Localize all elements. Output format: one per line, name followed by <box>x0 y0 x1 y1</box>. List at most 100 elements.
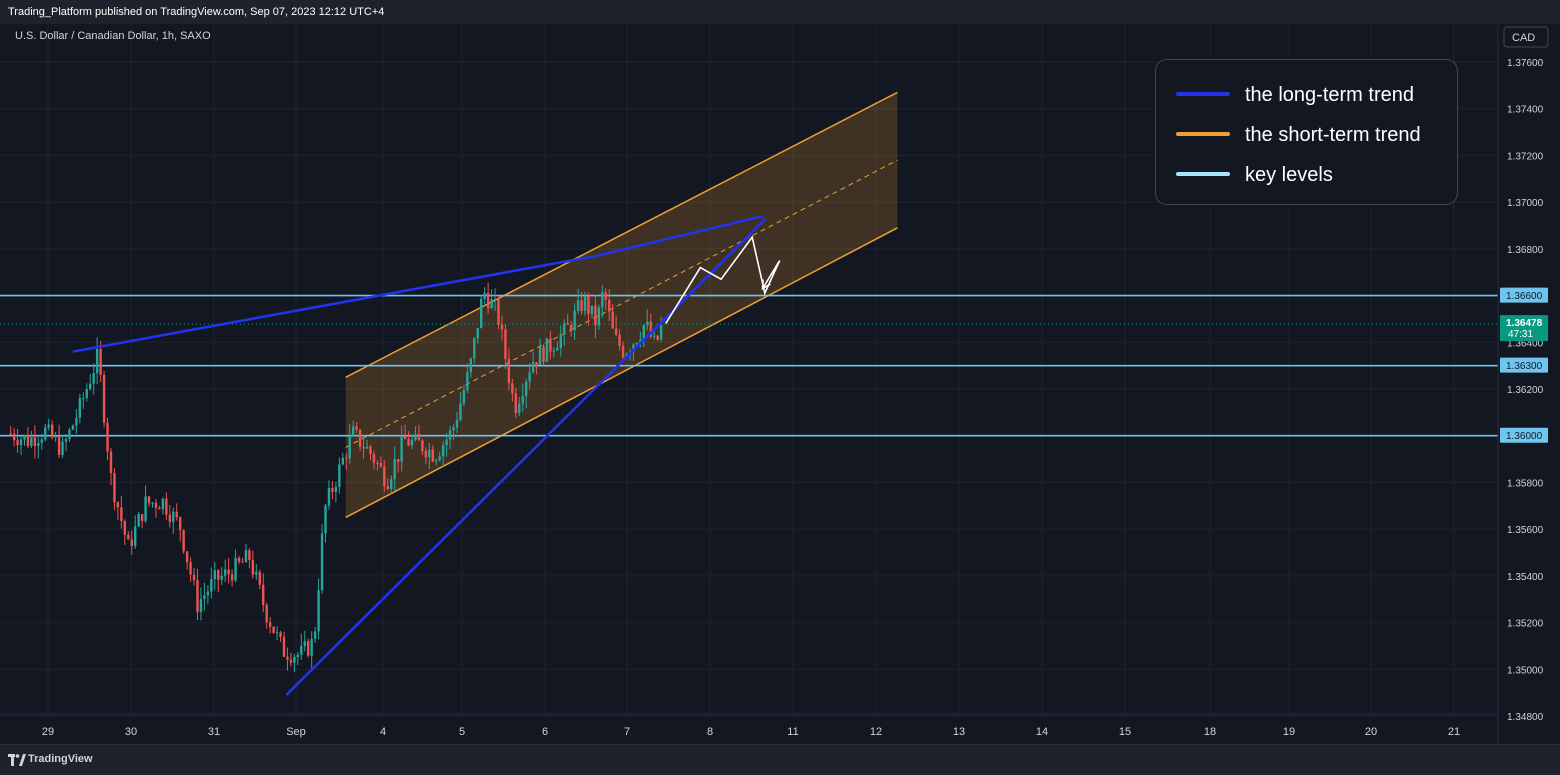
candle-body <box>538 346 542 365</box>
candle-body <box>241 561 244 563</box>
candle-body <box>23 435 26 440</box>
currency-button[interactable]: CAD <box>1503 26 1549 48</box>
candle-body <box>566 323 569 325</box>
candle-body <box>109 451 113 473</box>
candle-body <box>61 441 64 455</box>
key-levels <box>0 294 1498 437</box>
key-level-price-label: 1.36000 <box>1506 431 1543 442</box>
candle-body <box>75 417 78 426</box>
price-chart[interactable]: 1.37600 1.37400 1.37200 1.37000 1.36800 1.366… <box>0 0 1560 744</box>
candle-body <box>286 656 289 660</box>
time-tick-label: 18 <box>1204 726 1216 738</box>
time-axis[interactable]: 29 30 31 Sep 4 5 6 7 8 11 12 13 14 15 18 19 20 21 <box>0 713 1498 738</box>
candle-body <box>95 349 99 374</box>
legend-item-key-levels: key levels <box>1156 159 1456 189</box>
candle-body <box>154 502 158 508</box>
price-tick-label: 1.35200 <box>1507 619 1544 630</box>
candle-body <box>293 656 296 663</box>
key-level-price-label-bg <box>1500 427 1548 443</box>
candle-body <box>223 569 227 576</box>
candle-body <box>497 298 500 325</box>
short-term-channel <box>345 91 898 519</box>
candle-body <box>127 534 130 540</box>
candle-body <box>313 631 317 639</box>
candle-body <box>524 381 528 397</box>
candle-body <box>89 383 92 389</box>
last-price-label: 1.36478 <box>1506 318 1543 329</box>
candle-body <box>421 440 424 451</box>
candle-body <box>320 533 324 591</box>
long-term-resistance-line <box>72 214 763 353</box>
candle-body <box>618 334 621 347</box>
candle-body <box>445 439 448 446</box>
candle-body <box>345 457 348 459</box>
candle-body <box>275 632 279 634</box>
candle-body <box>244 550 248 563</box>
candle-body <box>147 496 151 504</box>
candle-body <box>175 511 178 518</box>
projection-line <box>665 235 781 325</box>
candle-body <box>614 328 618 335</box>
candle-body <box>521 396 524 404</box>
channel-fill <box>345 92 898 518</box>
tradingview-logo-icon[interactable] <box>8 754 26 766</box>
price-axis[interactable]: 1.37600 1.37400 1.37200 1.37000 1.36800 1.366… <box>1497 24 1548 744</box>
candle-body <box>282 636 286 657</box>
legend-label-key-levels: key levels <box>1245 164 1333 186</box>
candle-body <box>365 446 369 449</box>
price-tick-label: 1.35600 <box>1507 525 1544 536</box>
publish-info: Trading_Platform published on TradingVie… <box>8 6 385 18</box>
tradingview-brand[interactable]: TradingView <box>28 753 93 765</box>
price-tick-label: 1.36200 <box>1507 385 1544 396</box>
candle-body <box>500 324 504 330</box>
candle-body <box>296 654 300 657</box>
candle-body <box>542 346 545 362</box>
candle-body <box>158 507 161 510</box>
time-tick-label: 31 <box>208 726 220 738</box>
time-tick-label: 11 <box>787 726 798 738</box>
time-tick-label: 6 <box>542 726 548 738</box>
candle-body <box>217 570 220 580</box>
candle-body <box>611 311 614 329</box>
candle-body <box>393 459 396 480</box>
legend-swatch-long-term <box>1176 92 1230 96</box>
candle-body <box>455 419 459 428</box>
candle-body <box>19 439 23 446</box>
candle-body <box>642 325 646 340</box>
price-tick-label: 1.34800 <box>1507 712 1544 723</box>
time-tick-label: 14 <box>1036 726 1048 738</box>
price-tick-label: 1.36400 <box>1507 338 1544 349</box>
candle-body <box>338 464 341 487</box>
candle-body <box>185 551 189 563</box>
time-tick-label: 12 <box>870 726 882 738</box>
candle-body <box>99 349 102 375</box>
symbol-title: U.S. Dollar / Canadian Dollar, 1h, SAXO <box>15 30 211 42</box>
candle-body <box>559 334 562 348</box>
candle-body <box>483 292 486 299</box>
candle-body <box>64 439 68 442</box>
candle-body <box>531 362 535 373</box>
candle-body <box>140 514 144 521</box>
candle-body <box>649 321 652 337</box>
candle-body <box>71 425 75 430</box>
candle-body <box>569 324 573 331</box>
price-tick-label: 1.37200 <box>1507 151 1544 162</box>
candle-body <box>262 584 265 605</box>
candle-body <box>123 520 127 535</box>
candle-body <box>189 562 192 575</box>
time-tick-label: 8 <box>707 726 713 738</box>
legend-item-short-term: the short-term trend <box>1156 119 1456 149</box>
candle-body <box>590 305 594 315</box>
candle-body <box>213 570 216 580</box>
candle-body <box>490 299 493 309</box>
candle-body <box>130 539 133 547</box>
candle-body <box>210 579 213 592</box>
candle-body <box>192 574 196 581</box>
candle-body <box>54 436 57 438</box>
candle-body <box>428 449 431 458</box>
candle-body <box>92 373 95 384</box>
candle-body <box>331 488 334 492</box>
candle-body <box>279 632 282 637</box>
candle-body <box>493 298 497 300</box>
candle-body <box>583 296 587 311</box>
